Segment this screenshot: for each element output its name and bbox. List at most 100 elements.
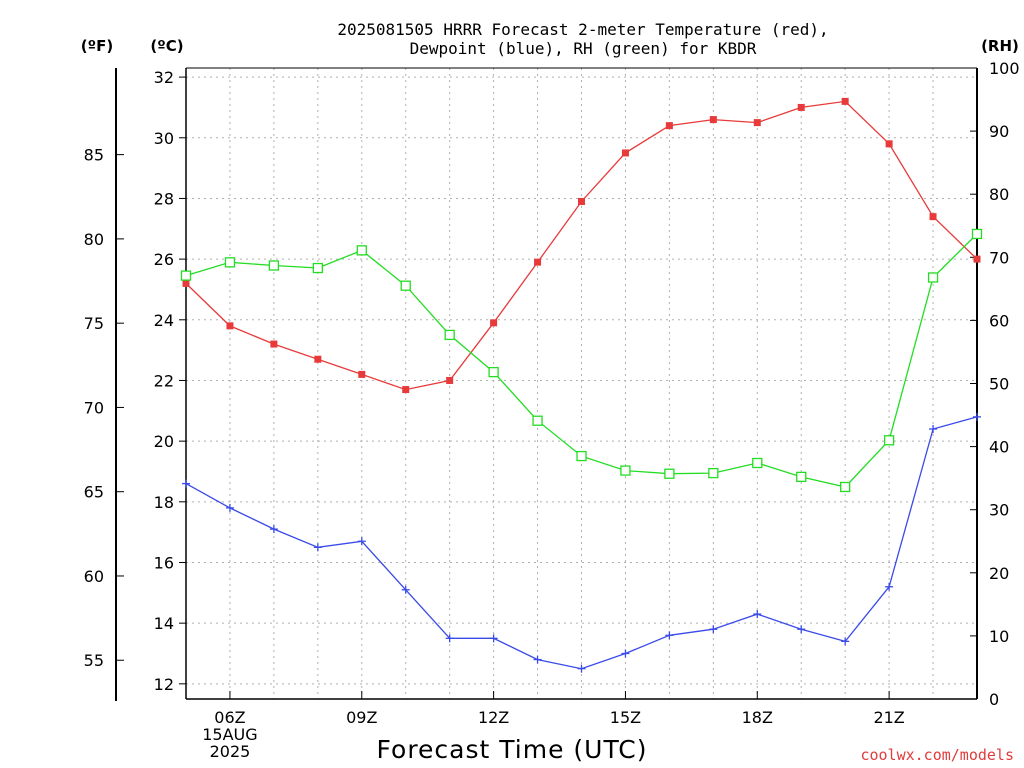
x-tick-label: 2025: [210, 742, 251, 761]
x-tick-label: 06Z: [214, 708, 245, 727]
rh-tick-label: 20: [989, 564, 1009, 583]
rh-point: [488, 366, 499, 378]
credit-text: coolwx.com/models: [860, 746, 1014, 764]
celsius-tick-label: 32: [154, 68, 174, 87]
fahrenheit-tick-label: 75: [84, 314, 104, 333]
rh-unit-label: (RH): [981, 37, 1019, 55]
celsius-tick-label: 22: [154, 371, 174, 390]
x-tick-label: 15AUG: [202, 725, 257, 744]
dewpoint-point: [489, 634, 498, 643]
rh-point: [971, 228, 983, 240]
celsius-tick-label: 12: [154, 675, 174, 694]
rh-point: [180, 270, 192, 281]
dewpoint-point: [973, 412, 981, 421]
temperature-point: [226, 322, 234, 330]
x-tick-label: 15Z: [610, 708, 641, 727]
temperature-point: [929, 213, 937, 221]
celsius-tick-label: 14: [154, 614, 174, 633]
fahrenheit-unit-label: (ºF): [81, 37, 113, 55]
dewpoint-point: [357, 537, 366, 546]
rh-point: [620, 465, 631, 476]
dewpoint-point: [885, 582, 894, 591]
dewpoint-point: [445, 634, 454, 643]
dewpoint-point: [621, 649, 630, 658]
rh-tick-label: 80: [989, 185, 1009, 204]
fahrenheit-tick-label: 80: [84, 230, 104, 249]
chart-title-line2: Dewpoint (blue), RH (green) for KBDR: [410, 39, 757, 58]
temperature-point: [446, 376, 454, 384]
rh-tick-label: 50: [989, 375, 1009, 394]
fahrenheit-tick-label: 55: [84, 651, 104, 670]
dewpoint-point: [929, 425, 938, 434]
temperature-point: [841, 97, 849, 105]
rh-point: [708, 467, 719, 479]
rh-point: [532, 415, 543, 426]
x-tick-label: 09Z: [346, 708, 377, 727]
temperature-point: [358, 370, 366, 378]
temperature-point: [314, 355, 322, 363]
temperature-point: [534, 258, 542, 266]
rh-point: [312, 262, 323, 274]
rh-tick-label: 70: [989, 248, 1009, 267]
fahrenheit-tick-label: 70: [84, 398, 104, 417]
celsius-tick-label: 18: [154, 493, 174, 512]
rh-point: [356, 245, 367, 256]
dewpoint-point: [225, 503, 234, 512]
temperature-line: [185, 100, 978, 391]
celsius-tick-label: 20: [154, 432, 174, 451]
temperature-point: [665, 122, 673, 130]
x-tick-label: 12Z: [478, 708, 509, 727]
rh-point: [840, 481, 851, 493]
rh-point: [576, 450, 587, 462]
dewpoint-point: [709, 625, 718, 634]
temperature-point: [797, 103, 805, 111]
rh-tick-label: 0: [989, 690, 999, 709]
dewpoint-point: [665, 631, 674, 640]
temperature-point: [973, 255, 981, 263]
rh-point: [752, 457, 763, 469]
celsius-tick-label: 16: [154, 553, 174, 572]
fahrenheit-tick-label: 60: [84, 567, 104, 586]
temperature-point: [270, 340, 278, 348]
rh-point: [268, 260, 280, 271]
temperature-point: [182, 279, 190, 287]
dewpoint-point: [401, 585, 410, 594]
temperature-point: [753, 119, 761, 127]
rh-point: [796, 471, 807, 483]
dewpoint-point: [841, 637, 850, 646]
dewpoint-point: [753, 610, 762, 619]
axes: 12 14 16 18 20 22 24 26 28 30 32 55 60 65 70 75 80 85 0 10 2…: [84, 59, 1020, 761]
rh-point: [400, 280, 411, 291]
rh-point: [224, 257, 236, 268]
dewpoint-point: [577, 664, 586, 673]
celsius-unit-label: (ºC): [150, 37, 183, 55]
dewpoint-point: [182, 479, 190, 488]
temperature-point: [402, 386, 410, 394]
x-axis-label: Forecast Time (UTC): [377, 735, 648, 764]
grid-lines: [186, 68, 977, 699]
celsius-tick-label: 26: [154, 250, 174, 269]
dewpoint-point: [797, 625, 806, 634]
rh-point: [927, 272, 939, 283]
celsius-tick-label: 24: [154, 311, 174, 330]
temperature-point: [621, 149, 629, 157]
rh-tick-label: 10: [989, 627, 1009, 646]
x-tick-label: 18Z: [742, 708, 773, 727]
rh-point: [444, 329, 455, 341]
dewpoint-point: [533, 655, 542, 664]
celsius-tick-label: 30: [154, 129, 174, 148]
rh-tick-label: 30: [989, 501, 1009, 520]
chart-title-line1: 2025081505 HRRR Forecast 2-meter Tempera…: [337, 20, 828, 39]
fahrenheit-tick-label: 65: [84, 483, 104, 502]
temperature-point: [885, 140, 893, 148]
x-tick-label: 21Z: [873, 708, 904, 727]
rh-point: [883, 435, 895, 446]
temperature-point: [709, 116, 717, 124]
data-series: [180, 97, 983, 673]
rh-tick-label: 60: [989, 311, 1009, 330]
dewpoint-point: [313, 543, 322, 552]
rh-point: [664, 468, 675, 479]
rh-line: [185, 233, 978, 488]
rh-tick-label: 90: [989, 122, 1009, 141]
